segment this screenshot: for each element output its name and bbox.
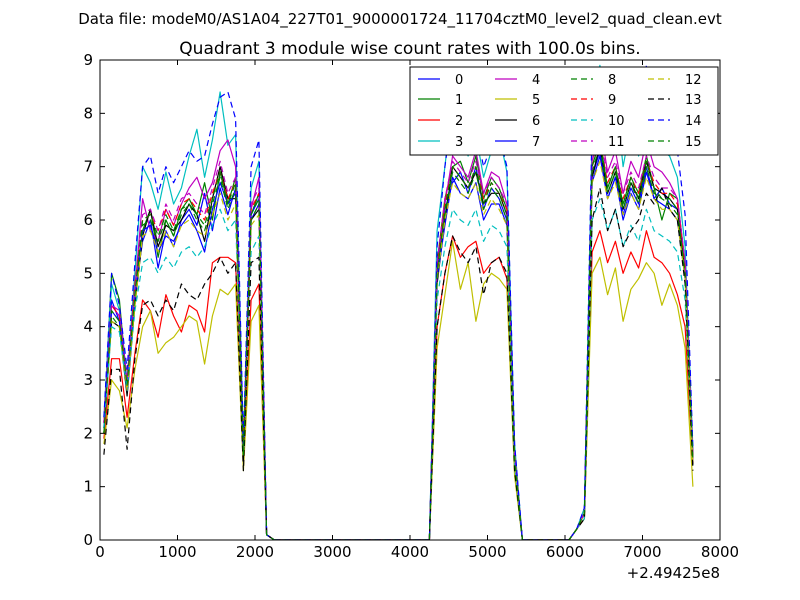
legend-label-5: 5 — [532, 93, 540, 108]
x-tick-label: 3000 — [313, 543, 351, 561]
legend-label-10: 10 — [608, 114, 625, 129]
series-layer — [103, 64, 694, 540]
x-tick-label: 1000 — [158, 543, 196, 561]
y-tick-label: 2 — [83, 424, 93, 442]
legend-label-14: 14 — [685, 114, 702, 129]
series-line-11 — [103, 134, 694, 540]
legend-label-0: 0 — [455, 73, 463, 88]
suptitle: Data file: modeM0/AS1A04_227T01_90000017… — [78, 10, 722, 29]
y-tick-label: 9 — [83, 51, 93, 69]
legend-label-6: 6 — [532, 114, 540, 129]
x-offset-label: +2.49425e8 — [627, 564, 720, 582]
y-tick-label: 1 — [83, 478, 93, 496]
legend-label-7: 7 — [532, 135, 540, 150]
legend-label-9: 9 — [608, 93, 616, 108]
y-tick-label: 0 — [83, 531, 93, 549]
legend-label-12: 12 — [685, 73, 702, 88]
chart-title: Quadrant 3 module wise count rates with … — [179, 39, 640, 59]
y-tick-label: 4 — [83, 318, 93, 336]
y-tick-label: 8 — [83, 104, 93, 122]
x-tick-label: 0 — [95, 543, 105, 561]
x-tick-label: 2000 — [236, 543, 274, 561]
x-tick-label: 7000 — [623, 543, 661, 561]
series-line-7 — [103, 155, 694, 540]
series-line-13 — [103, 187, 694, 540]
legend-label-11: 11 — [608, 135, 625, 150]
legend-label-15: 15 — [685, 135, 702, 150]
series-line-15 — [103, 139, 694, 540]
legend-label-13: 13 — [685, 93, 702, 108]
legend-label-1: 1 — [455, 93, 463, 108]
legend-box — [409, 66, 719, 156]
y-tick-label: 3 — [83, 371, 93, 389]
legend-label-4: 4 — [532, 73, 540, 88]
x-tick-label: 5000 — [468, 543, 506, 561]
y-tick-label: 6 — [83, 211, 93, 229]
series-line-12 — [103, 160, 694, 540]
y-tick-label: 5 — [83, 264, 93, 282]
legend-label-8: 8 — [608, 73, 616, 88]
legend-label-3: 3 — [455, 135, 463, 150]
legend-label-2: 2 — [455, 114, 463, 129]
x-tick-label: 4000 — [391, 543, 429, 561]
y-tick-label: 7 — [83, 158, 93, 176]
x-tick-label: 6000 — [546, 543, 584, 561]
series-line-5 — [103, 240, 694, 540]
series-line-8 — [103, 144, 694, 540]
x-tick-label: 8000 — [701, 543, 739, 561]
ticks-layer: 0 1000 2000 3000 4000 5000 6000 7000 80000123456… — [83, 51, 739, 561]
